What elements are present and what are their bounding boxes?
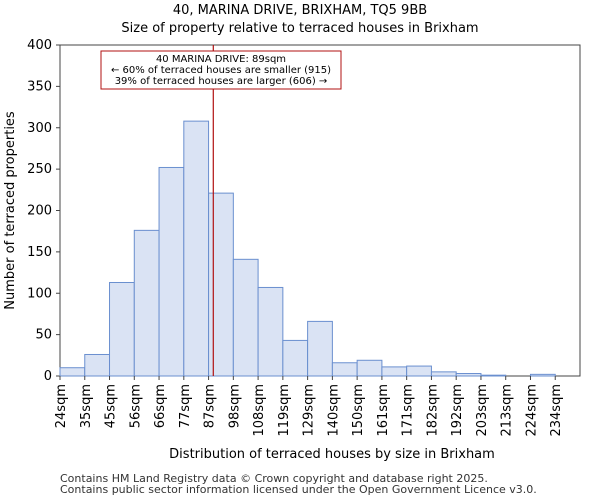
y-tick-label: 200	[27, 204, 52, 219]
x-tick-label: 45sqm	[104, 384, 119, 428]
histogram-bar	[356, 359, 383, 377]
x-tick-label: 77sqm	[178, 384, 193, 428]
x-tick-label: 24sqm	[54, 384, 69, 428]
x-tick-label: 192sqm	[450, 384, 465, 437]
x-tick-label: 203sqm	[475, 384, 490, 437]
annotation-box	[100, 50, 342, 90]
histogram-bar	[529, 373, 556, 377]
x-tick-label: 66sqm	[153, 384, 168, 428]
histogram-bar	[406, 365, 432, 377]
chart-title: 40, MARINA DRIVE, BRIXHAM, TQ5 9BB	[172, 3, 428, 18]
histogram-bar	[133, 229, 160, 377]
histogram-bar	[183, 120, 210, 377]
chart-subtitle: Size of property relative to terraced ho…	[121, 21, 479, 36]
histogram-bar	[84, 353, 111, 377]
histogram-bar	[381, 366, 408, 377]
histogram-bar	[430, 371, 457, 377]
x-tick-label: 234sqm	[549, 384, 564, 437]
histogram-bar	[109, 281, 135, 377]
x-tick-label: 171sqm	[401, 384, 416, 437]
histogram-bar	[480, 374, 507, 377]
histogram-bar	[208, 192, 234, 377]
y-tick-label: 150	[27, 245, 52, 260]
x-tick-label: 213sqm	[500, 384, 515, 437]
x-tick-label: 56sqm	[128, 384, 143, 428]
x-tick-label: 108sqm	[252, 384, 267, 437]
histogram-bar	[257, 286, 284, 377]
x-tick-label: 224sqm	[524, 384, 539, 437]
histogram-bar	[282, 339, 309, 377]
histogram-bar	[307, 320, 333, 377]
x-tick-label: 119sqm	[277, 384, 292, 437]
annotation-line-2: ← 60% of terraced houses are smaller (91…	[111, 65, 331, 76]
histogram-bar	[455, 373, 482, 377]
x-tick-label: 35sqm	[79, 384, 94, 428]
histogram-bar	[331, 362, 358, 377]
y-tick-label: 350	[27, 79, 52, 94]
y-tick-label: 300	[27, 121, 52, 136]
y-tick-label: 50	[35, 328, 52, 343]
x-tick-label: 140sqm	[326, 384, 341, 437]
histogram-bar	[158, 166, 185, 377]
x-tick-label: 98sqm	[227, 384, 242, 428]
x-tick-label: 150sqm	[351, 384, 366, 437]
footer-line-2: Contains public sector information licen…	[60, 483, 537, 496]
y-tick-label: 0	[44, 369, 52, 384]
x-tick-label: 87sqm	[203, 384, 218, 428]
x-axis-label: Distribution of terraced houses by size …	[169, 447, 495, 462]
x-tick-label: 161sqm	[376, 384, 391, 437]
x-tick-label: 182sqm	[425, 384, 440, 437]
annotation-line-3: 39% of terraced houses are larger (606) …	[115, 76, 328, 87]
x-tick-label: 129sqm	[302, 384, 317, 437]
y-tick-label: 400	[27, 38, 52, 53]
y-tick-label: 100	[27, 286, 52, 301]
footer-line-1: Contains HM Land Registry data © Crown c…	[60, 472, 488, 485]
y-axis-label: Number of terraced properties	[3, 111, 18, 310]
histogram-bar	[59, 367, 86, 377]
annotation-line-1: 40 MARINA DRIVE: 89sqm	[156, 54, 286, 65]
y-tick-label: 250	[27, 162, 52, 177]
histogram-bar	[232, 258, 259, 377]
